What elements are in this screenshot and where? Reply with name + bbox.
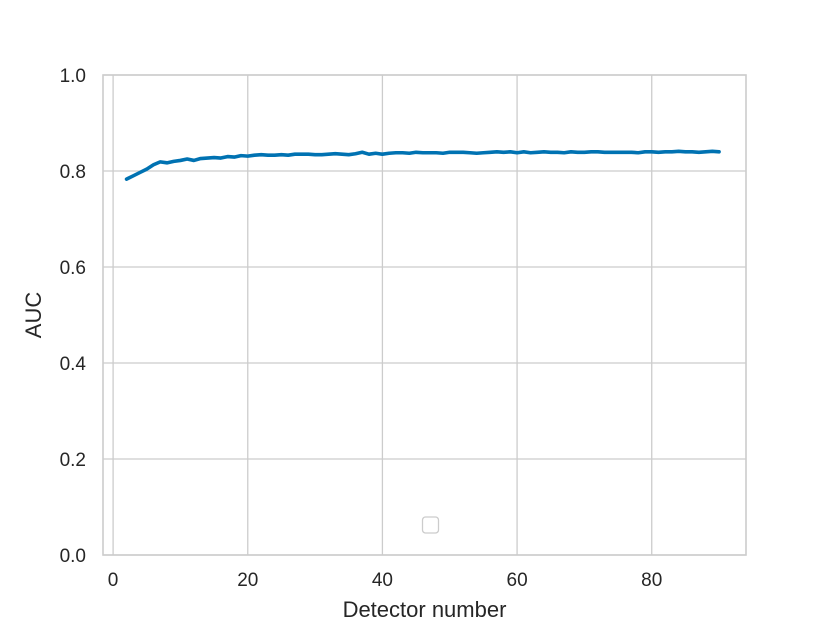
plot-frame bbox=[102, 74, 747, 556]
y-tick-labels: 0.0 0.2 0.4 0.6 0.8 1.0 bbox=[60, 66, 87, 567]
x-tick-labels: 0 20 40 60 80 bbox=[108, 570, 662, 591]
y-tick-label: 0.2 bbox=[60, 450, 86, 471]
x-tick-label: 20 bbox=[237, 570, 258, 591]
y-tick-label: 0.4 bbox=[60, 354, 87, 375]
y-axis-label: AUC bbox=[21, 292, 46, 339]
plot-area bbox=[103, 75, 746, 555]
y-tick-label: 0.0 bbox=[60, 546, 86, 567]
series-layer bbox=[124, 149, 721, 181]
y-tick-label: 1.0 bbox=[60, 66, 86, 87]
x-tick-label: 0 bbox=[108, 570, 119, 591]
y-tick-label: 0.8 bbox=[60, 162, 86, 183]
x-tick-label: 40 bbox=[372, 570, 393, 591]
y-tick-label: 0.6 bbox=[60, 258, 86, 279]
x-tick-label: 60 bbox=[507, 570, 528, 591]
auc-series-line bbox=[124, 149, 721, 181]
legend-box bbox=[421, 516, 440, 534]
x-axis-label: Detector number bbox=[343, 597, 507, 622]
x-tick-label: 80 bbox=[641, 570, 662, 591]
